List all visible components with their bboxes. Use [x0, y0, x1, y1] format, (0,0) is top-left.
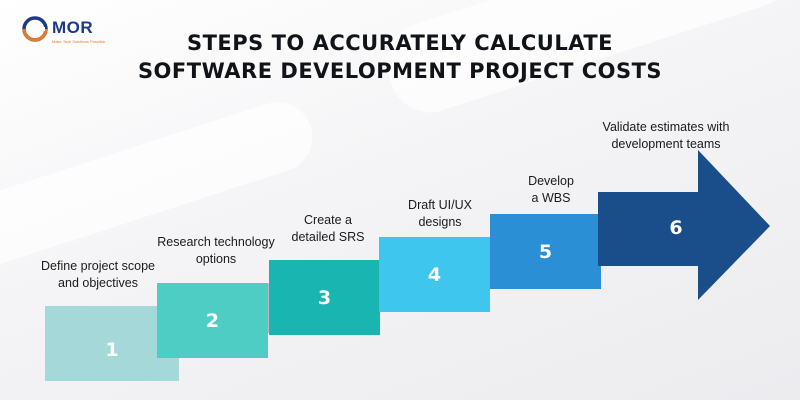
step-6-caption-line-1: Validate estimates with	[602, 120, 730, 134]
step-5-number: 5	[538, 240, 553, 263]
step-1-number: 1	[105, 338, 119, 361]
step-3-block: 3	[269, 260, 380, 335]
step-6-number: 6	[669, 217, 682, 239]
step-4-number: 4	[427, 263, 442, 286]
step-6-caption-line-2: development teams	[611, 137, 721, 151]
step-3-caption-line-1: Create a	[304, 213, 352, 227]
step-2-caption-line-1: Research technology	[157, 235, 275, 249]
brand-name: MOR	[52, 18, 94, 37]
step-4-caption-line-2: designs	[418, 215, 462, 229]
step-1-caption-line-1: Define project scope	[41, 259, 155, 273]
brand-logo: MOR Make Tech Solutions Possible	[22, 14, 142, 50]
step-2-block: 2	[157, 283, 268, 358]
step-3-caption-line-2: detailed SRS	[291, 230, 365, 244]
step-4-block: 4	[379, 237, 490, 312]
step-4-caption-line-1: Draft UI/UX	[408, 198, 472, 212]
step-1-caption-line-2: and objectives	[58, 276, 138, 290]
page-title-line-1: STEPS TO ACCURATELY CALCULATE	[186, 31, 613, 55]
logo-mark-icon	[22, 16, 48, 42]
step-5-caption-line-2: a WBS	[531, 191, 571, 205]
step-1-caption: Define project scope and objectives	[41, 258, 155, 292]
step-2-caption: Research technology options	[157, 234, 274, 268]
step-3-caption: Create a detailed SRS	[292, 212, 365, 246]
step-6-caption: Validate estimates with development team…	[603, 119, 730, 153]
step-6-arrow: 6	[598, 150, 770, 300]
page-title-line-2: SOFTWARE DEVELOPMENT PROJECT COSTS	[137, 59, 663, 83]
step-2-caption-line-2: options	[195, 252, 237, 266]
step-5-caption: Develop a WBS	[528, 173, 574, 207]
brand-tagline: Make Tech Solutions Possible	[52, 39, 106, 44]
step-5-caption-line-1: Develop	[528, 174, 574, 188]
step-1-block: 1	[45, 306, 179, 381]
step-3-number: 3	[317, 286, 332, 309]
step-4-caption: Draft UI/UX designs	[408, 197, 472, 231]
step-2-number: 2	[205, 309, 220, 332]
step-5-block: 5	[490, 214, 601, 289]
